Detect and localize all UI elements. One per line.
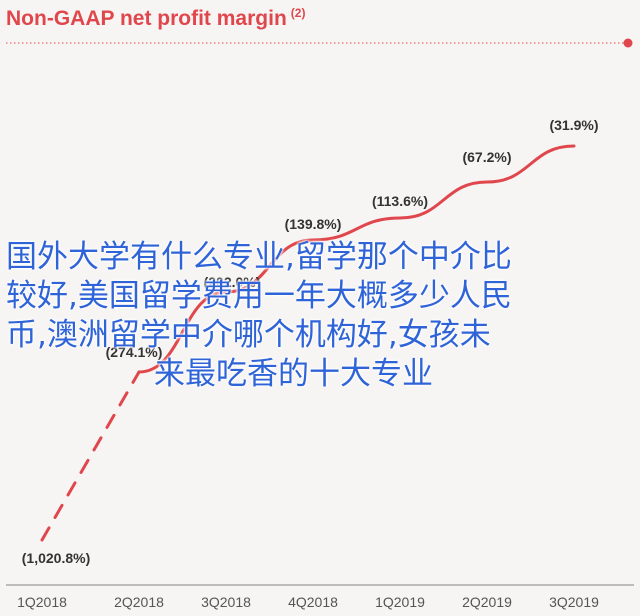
watermark-overlay-text: 国外大学有什么专业,留学那个中介比 较好,美国留学费用一年大概多少人民 币,澳洲… (6, 238, 634, 394)
data-label: (202.0%) (204, 274, 261, 290)
series-line-dashed (40, 370, 141, 542)
x-tick-label: 2Q2018 (114, 594, 164, 610)
overlay-line-3: 币,澳洲留学中介哪个机构好,女孩未 (6, 317, 491, 353)
x-tick-label: 3Q2018 (201, 594, 251, 610)
data-label: (139.8%) (285, 216, 342, 232)
title-footnote: (2) (290, 6, 306, 20)
overlay-line-4: 来最吃香的十大专业 (154, 356, 433, 392)
series-line-solid (137, 144, 576, 374)
title-underline-end-dot (623, 38, 633, 48)
data-label: (67.2%) (462, 149, 511, 165)
x-tick-label: 1Q2019 (375, 594, 425, 610)
chart-title: Non-GAAP net profit margin (2) (6, 6, 306, 30)
x-tick-label: 2Q2019 (462, 594, 512, 610)
data-label: (31.9%) (549, 117, 598, 133)
data-label: (274.1%) (106, 344, 163, 360)
data-label: (1,020.8%) (22, 550, 90, 566)
x-tick-label: 3Q2019 (549, 594, 599, 610)
overlay-line-1: 国外大学有什么专业,留学那个中介比 (6, 239, 512, 275)
x-tick-label: 1Q2018 (17, 594, 67, 610)
overlay-line-2: 较好,美国留学费用一年大概多少人民 (6, 278, 512, 314)
data-label: (113.6%) (372, 193, 428, 209)
x-tick-label: 4Q2018 (288, 594, 338, 610)
